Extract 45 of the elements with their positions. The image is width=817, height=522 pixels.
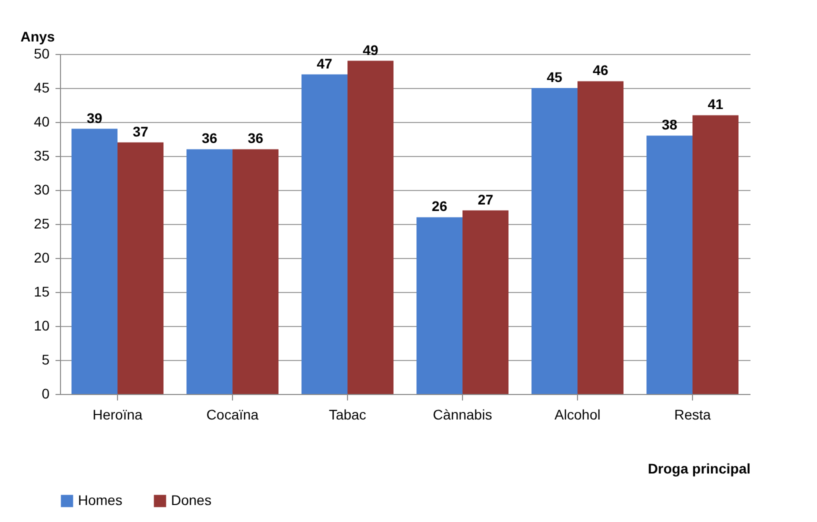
- bar: [302, 74, 348, 394]
- x-tick-label: Tabac: [328, 406, 366, 422]
- data-label: 49: [362, 42, 378, 58]
- bar: [416, 217, 462, 394]
- y-axis-title: Anys: [20, 28, 55, 44]
- data-label: 36: [248, 130, 264, 146]
- legend-label: Homes: [78, 492, 122, 508]
- data-label: 27: [478, 191, 494, 208]
- x-tick-label: Cocaïna: [206, 406, 259, 422]
- y-tick-label: 30: [34, 182, 50, 198]
- data-label: 46: [592, 62, 608, 78]
- y-tick-label: 50: [34, 46, 50, 62]
- bar: [578, 81, 624, 394]
- x-tick-label: Alcohol: [554, 406, 600, 422]
- y-tick-label: 35: [34, 148, 50, 164]
- bar: [118, 142, 164, 394]
- bar: [348, 60, 394, 394]
- x-tick-label: Cànnabis: [432, 406, 492, 422]
- bar: [646, 136, 692, 394]
- data-label: 45: [546, 69, 562, 85]
- y-tick-label: 20: [34, 250, 50, 266]
- x-tick-label: Resta: [674, 406, 711, 422]
- y-tick-label: 40: [34, 114, 50, 130]
- x-axis-title: Droga principal: [648, 460, 750, 476]
- bar: [462, 210, 508, 394]
- legend-label: Dones: [171, 492, 212, 508]
- data-label: 39: [86, 110, 102, 126]
- x-tick-label: Heroïna: [92, 406, 143, 422]
- bar: [232, 149, 278, 394]
- bar: [72, 128, 118, 394]
- y-tick-label: 10: [34, 318, 50, 334]
- data-label: 37: [132, 123, 148, 140]
- y-tick-label: 15: [34, 284, 50, 300]
- data-label: 38: [662, 116, 678, 133]
- data-label: 41: [708, 96, 724, 112]
- y-tick-label: 0: [42, 386, 50, 402]
- data-label: 36: [202, 130, 218, 146]
- bar: [532, 88, 578, 394]
- y-tick-label: 25: [34, 216, 50, 232]
- y-tick-label: 45: [34, 80, 50, 96]
- data-label: 26: [432, 198, 448, 214]
- bar: [692, 115, 738, 394]
- data-label: 47: [316, 55, 332, 72]
- bar: [186, 149, 232, 394]
- y-tick-label: 5: [42, 352, 50, 368]
